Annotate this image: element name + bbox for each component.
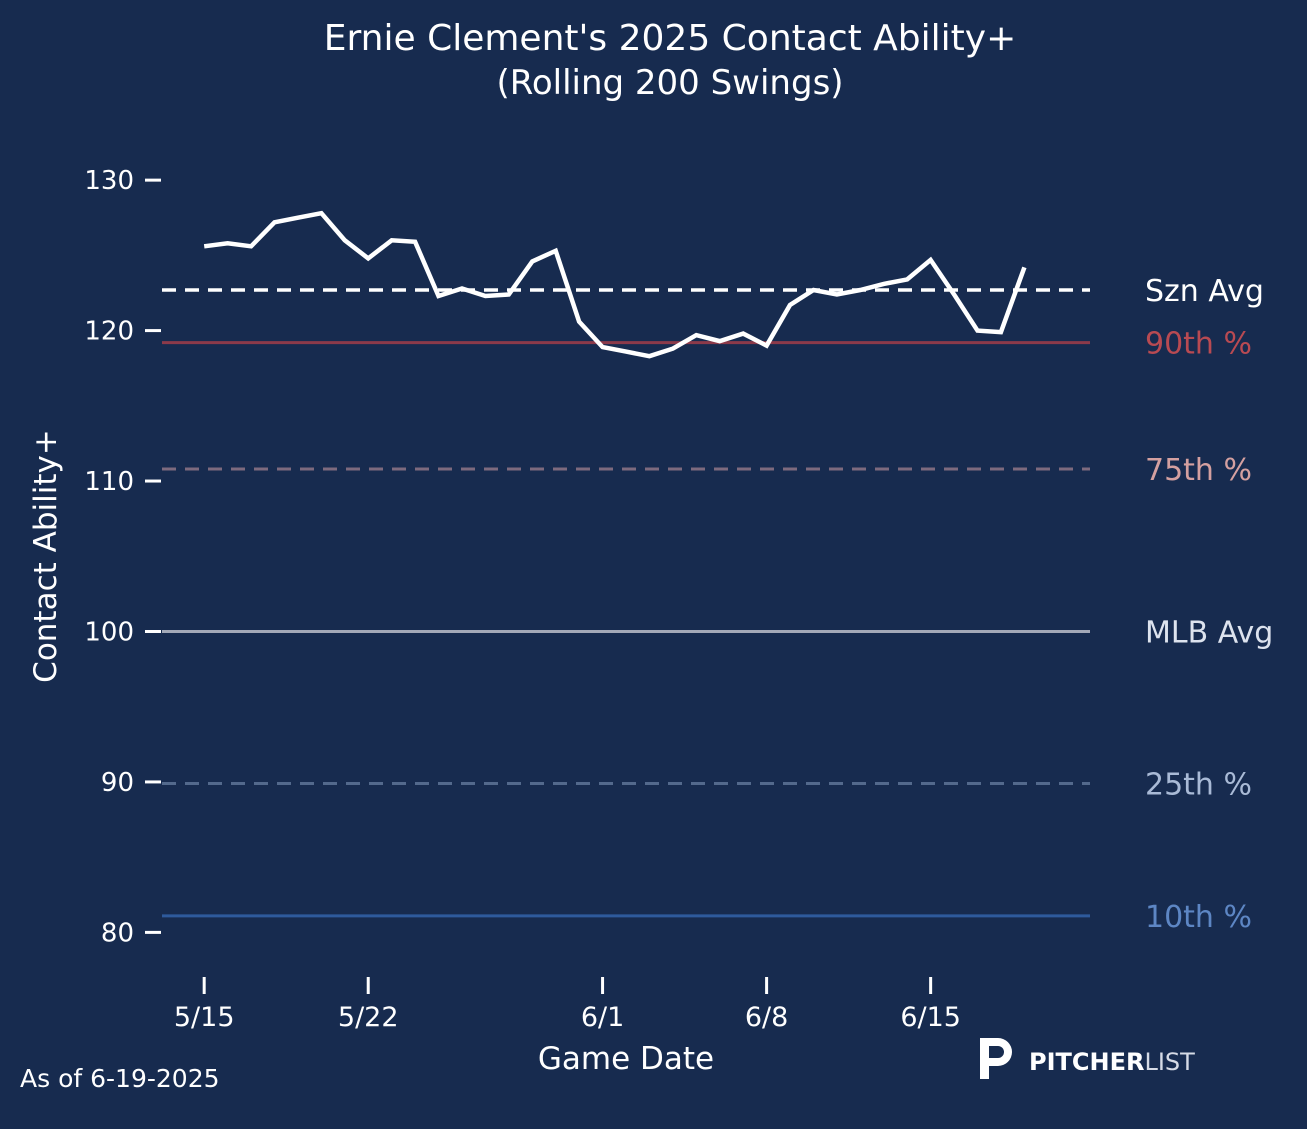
y-axis: 80 90 100 110 120 130 [84,166,161,948]
brand-bold: PITCHER [1029,1048,1144,1076]
x-tick-label: 5/22 [338,1002,399,1033]
x-tick-label: 6/1 [581,1002,624,1033]
pitcherlist-logo: PITCHERLIST [980,1038,1195,1079]
x-tick-label: 6/15 [900,1002,961,1033]
ref-label-p75: 75th % [1145,453,1252,488]
ref-label-p90: 90th % [1145,327,1252,362]
x-axis-label: Game Date [538,1041,714,1077]
ref-label-p25: 25th % [1145,767,1252,802]
x-tick-label: 5/15 [174,1002,235,1033]
ref-label-mlb: MLB Avg [1145,615,1273,650]
reference-labels: Szn Avg 90th % 75th % MLB Avg 25th % 10th % [1145,274,1273,935]
svg-text:PITCHERLIST: PITCHERLIST [1029,1048,1195,1076]
x-axis: 5/15 5/22 6/1 6/8 6/15 [174,977,961,1033]
reference-lines [162,288,1090,918]
chart-title-line2: (Rolling 200 Swings) [496,63,843,103]
y-axis-label: Contact Ability+ [28,429,64,683]
y-tick-label: 120 [84,317,134,347]
series-layer [203,210,1027,359]
series-line-0 [203,210,1027,359]
pitcherlist-p-icon [980,1038,1012,1079]
ref-label-p10: 10th % [1145,900,1252,935]
y-tick-label: 80 [101,918,134,948]
y-tick-label: 110 [84,467,134,497]
ref-label-szn: Szn Avg [1145,274,1264,309]
x-tick-label: 6/8 [745,1002,788,1033]
as-of-date: As of 6-19-2025 [20,1064,220,1093]
brand-light: LIST [1144,1048,1195,1076]
chart-title-line1: Ernie Clement's 2025 Contact Ability+ [324,18,1017,59]
y-tick-label: 100 [84,617,134,647]
y-tick-label: 130 [84,166,134,196]
y-tick-label: 90 [101,768,134,798]
